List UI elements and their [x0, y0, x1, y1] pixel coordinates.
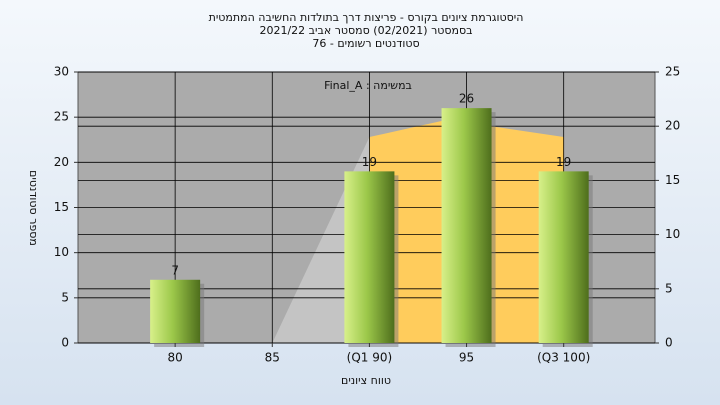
x-tick-label: (Q1 90) [347, 351, 393, 365]
x-tick-label: 80 [167, 351, 182, 365]
title-line: היסטוגרמת ציונים בקורס - פריצות דרך בתול… [209, 11, 524, 24]
x-tick-label: 95 [459, 351, 474, 365]
y2-tick-label: 15 [665, 173, 680, 187]
y-tick-label: 30 [54, 65, 69, 79]
bar [150, 279, 201, 343]
data-label: 7 [171, 263, 179, 277]
x-tick-label: (Q3 100) [537, 351, 590, 365]
y-tick-label: 0 [61, 336, 69, 350]
y-axis-label: מספר סטודנטים [27, 170, 40, 246]
y2-tick-label: 5 [665, 281, 673, 295]
y2-tick-label: 20 [665, 119, 680, 133]
bar [441, 108, 492, 343]
y-tick-label: 10 [54, 245, 69, 259]
y-tick-label: 5 [61, 290, 69, 304]
title-line: סטודנטים רשומים - 76 [312, 37, 419, 50]
y-tick-label: 15 [54, 200, 69, 214]
y2-tick-label: 25 [665, 65, 680, 79]
y2-tick-label: 10 [665, 227, 680, 241]
y2-tick-label: 0 [665, 336, 673, 350]
annotation: במשימה : Final_A [324, 79, 412, 92]
title-line: בסמסטר (02/2021) סמסטר אביב 2021/22 [259, 24, 472, 37]
y-tick-label: 20 [54, 155, 69, 169]
bar [344, 171, 395, 343]
y-tick-label: 25 [54, 110, 69, 124]
data-label: 19 [362, 155, 377, 169]
data-label: 26 [459, 92, 474, 106]
bar [538, 171, 589, 343]
x-tick-label: 85 [265, 351, 280, 365]
plot-layer: 7 19 26 19 [78, 71, 655, 347]
data-label: 19 [556, 155, 571, 169]
x-axis-label: טווח ציונים [341, 374, 391, 387]
